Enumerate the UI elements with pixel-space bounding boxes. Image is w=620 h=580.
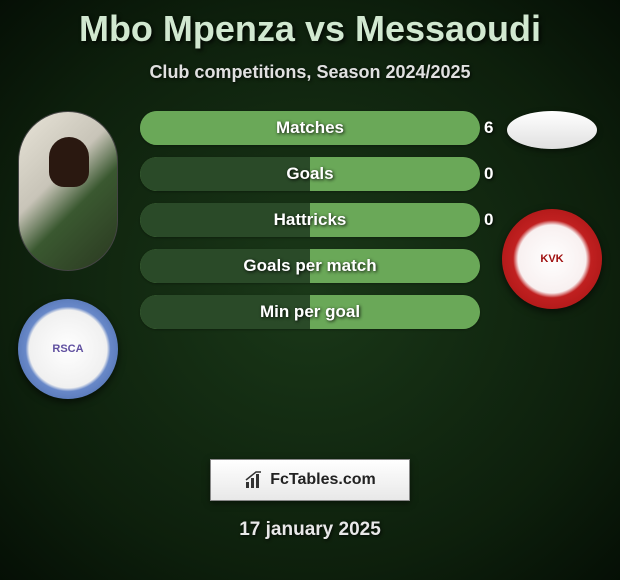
- player-right-column: KVK: [492, 111, 612, 309]
- club-left-logo: RSCA: [18, 299, 118, 399]
- watermark-badge: FcTables.com: [210, 459, 410, 501]
- player-left-column: RSCA: [8, 111, 128, 399]
- club-right-initials: KVK: [540, 253, 563, 265]
- club-left-initials: RSCA: [52, 343, 83, 355]
- stat-bars-container: Matches6 Goals0 Hattricks0 Goals per match M…: [140, 111, 480, 341]
- stat-label: Goals: [140, 157, 480, 191]
- stat-label: Min per goal: [140, 295, 480, 329]
- stat-row: Goals per match: [140, 249, 480, 283]
- comparison-title: Mbo Mpenza vs Messaoudi: [0, 0, 620, 50]
- stat-row: Hattricks0: [140, 203, 480, 237]
- stat-value-right: 6: [484, 111, 504, 145]
- player-right-photo-placeholder: [507, 111, 597, 149]
- stat-row: Matches6: [140, 111, 480, 145]
- stat-value-right: 0: [484, 157, 504, 191]
- club-right-logo: KVK: [502, 209, 602, 309]
- snapshot-date: 17 january 2025: [0, 519, 620, 541]
- player-left-photo: [18, 111, 118, 271]
- watermark-icon: [244, 470, 264, 490]
- stat-label: Hattricks: [140, 203, 480, 237]
- comparison-content: RSCA KVK Matches6Goals0Hattricks0Goals p…: [0, 111, 620, 431]
- stat-row: Min per goal: [140, 295, 480, 329]
- stat-row: Goals0: [140, 157, 480, 191]
- stat-label: Matches: [140, 111, 480, 145]
- stat-value-right: 0: [484, 203, 504, 237]
- watermark-text: FcTables.com: [270, 471, 376, 489]
- stat-label: Goals per match: [140, 249, 480, 283]
- comparison-subtitle: Club competitions, Season 2024/2025: [0, 62, 620, 83]
